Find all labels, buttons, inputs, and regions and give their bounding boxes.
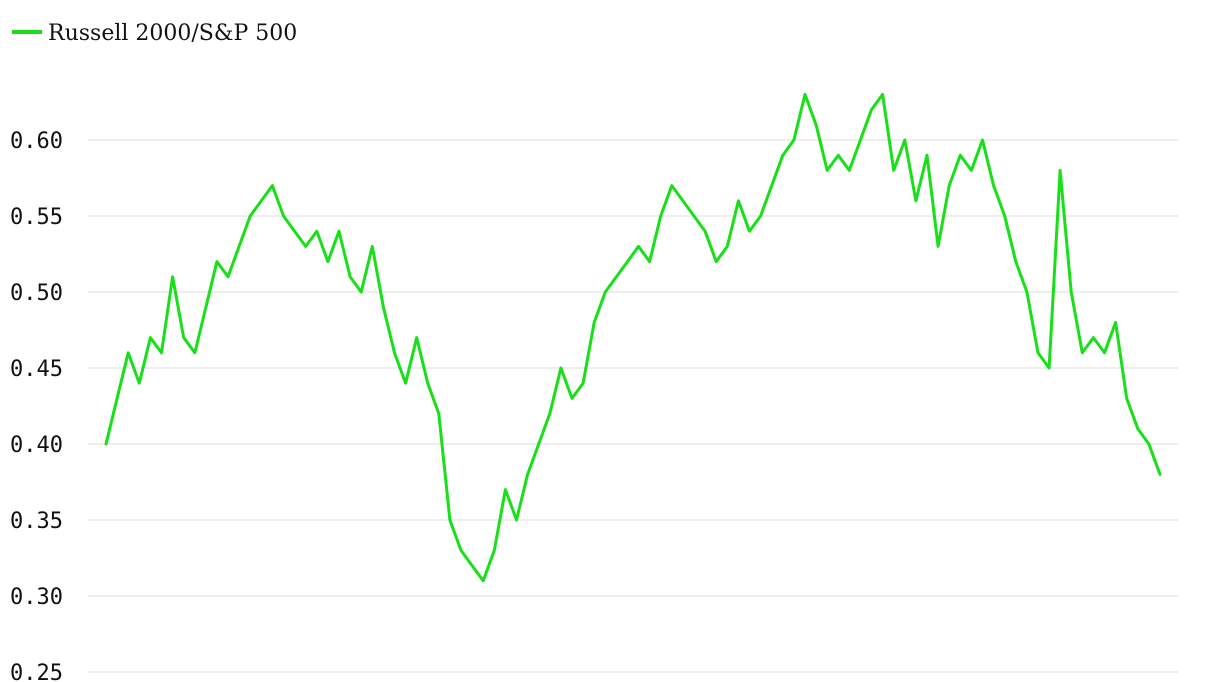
y-tick-label: 0.35 — [10, 509, 63, 534]
y-tick-label: 0.30 — [10, 585, 63, 610]
y-tick-label: 0.55 — [10, 205, 63, 230]
gridlines — [88, 139, 1178, 673]
y-tick-label: 0.40 — [10, 433, 63, 458]
y-tick-label: 0.50 — [10, 281, 63, 306]
plot-area — [104, 92, 1162, 583]
y-tick-label: 0.60 — [10, 129, 63, 154]
legend: Russell 2000/S&P 500 — [12, 21, 297, 46]
legend-label: Russell 2000/S&P 500 — [48, 21, 297, 46]
y-axis-tick-labels: 0.60 0.55 0.50 0.45 0.40 0.35 0.30 0.25 — [10, 129, 63, 682]
series-line-russell-2000-sp-500 — [104, 92, 1162, 583]
y-tick-label: 0.25 — [10, 661, 63, 682]
y-tick-label: 0.45 — [10, 357, 63, 382]
